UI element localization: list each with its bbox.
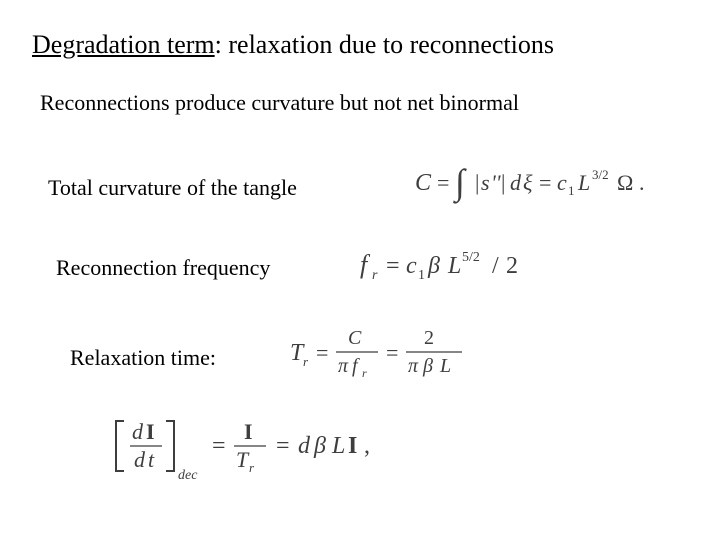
svg-text:β: β (422, 355, 433, 377)
svg-text:/: / (492, 253, 499, 279)
svg-text:d: d (134, 447, 146, 472)
svg-text:s: s (481, 170, 490, 195)
svg-text:β: β (427, 253, 440, 279)
svg-text:L: L (577, 170, 590, 195)
svg-text:ξ: ξ (523, 170, 533, 195)
svg-text:5/2: 5/2 (462, 250, 480, 265)
svg-text:∫: ∫ (453, 162, 467, 204)
svg-text:L: L (439, 355, 451, 377)
svg-text:=: = (386, 340, 398, 365)
decay-equation: d I d t dec = I T r = d β L I , (112, 415, 442, 487)
relax-time-equation: T r = C π f r = 2 π β L (290, 322, 520, 382)
svg-text:r: r (372, 268, 378, 283)
svg-text:π: π (408, 355, 419, 377)
title-rest: : relaxation due to reconnections (215, 30, 554, 59)
svg-text:.: . (639, 170, 645, 195)
svg-text:3/2: 3/2 (592, 167, 609, 182)
svg-text:r: r (362, 366, 367, 380)
svg-text:|: | (475, 170, 479, 195)
svg-text:2: 2 (506, 253, 518, 279)
svg-text:I: I (348, 433, 357, 459)
relax-time-label: Relaxation time: (70, 345, 216, 371)
svg-text:d: d (510, 170, 522, 195)
svg-text:dec: dec (178, 468, 198, 483)
total-curvature-label: Total curvature of the tangle (48, 175, 297, 201)
svg-text:d: d (132, 419, 144, 444)
svg-text:L: L (447, 253, 461, 279)
svg-text:1: 1 (568, 183, 575, 198)
title-underlined: Degradation term (32, 30, 215, 59)
svg-text:L: L (331, 433, 345, 459)
svg-text:f: f (360, 250, 371, 279)
svg-text:T: T (236, 447, 250, 472)
svg-text:2: 2 (424, 327, 434, 349)
slide: Degradation term: relaxation due to reco… (0, 0, 720, 540)
svg-text:d: d (298, 433, 311, 459)
svg-text:=: = (276, 433, 290, 459)
freq-equation: f r = c 1 β L 5/2 / 2 (360, 245, 600, 285)
svg-text:'': '' (491, 170, 501, 195)
svg-text:|: | (501, 170, 505, 195)
svg-text:C: C (415, 170, 432, 196)
svg-text:r: r (249, 460, 255, 475)
svg-text:I: I (244, 419, 253, 444)
svg-text:I: I (146, 419, 155, 444)
svg-text:c: c (406, 253, 417, 279)
svg-text:f: f (352, 355, 360, 377)
svg-text:Ω: Ω (617, 170, 633, 195)
svg-text:=: = (212, 433, 226, 459)
svg-text:=: = (539, 170, 551, 195)
slide-title: Degradation term: relaxation due to reco… (32, 30, 554, 60)
svg-text:π: π (338, 355, 349, 377)
svg-text:c: c (557, 170, 567, 195)
reconnections-note: Reconnections produce curvature but not … (40, 90, 519, 116)
reconnection-freq-label: Reconnection frequency (56, 255, 270, 281)
curvature-equation: C = ∫ | s '' | d ξ = c 1 L 3/2 Ω . (415, 162, 675, 206)
svg-text:=: = (386, 253, 400, 279)
svg-text:=: = (437, 170, 449, 195)
svg-text:β: β (313, 433, 326, 459)
svg-text:=: = (316, 340, 328, 365)
svg-text:t: t (148, 447, 155, 472)
svg-text:r: r (303, 354, 309, 369)
svg-text:,: , (364, 433, 370, 459)
svg-text:C: C (348, 327, 362, 349)
svg-text:1: 1 (418, 268, 425, 283)
